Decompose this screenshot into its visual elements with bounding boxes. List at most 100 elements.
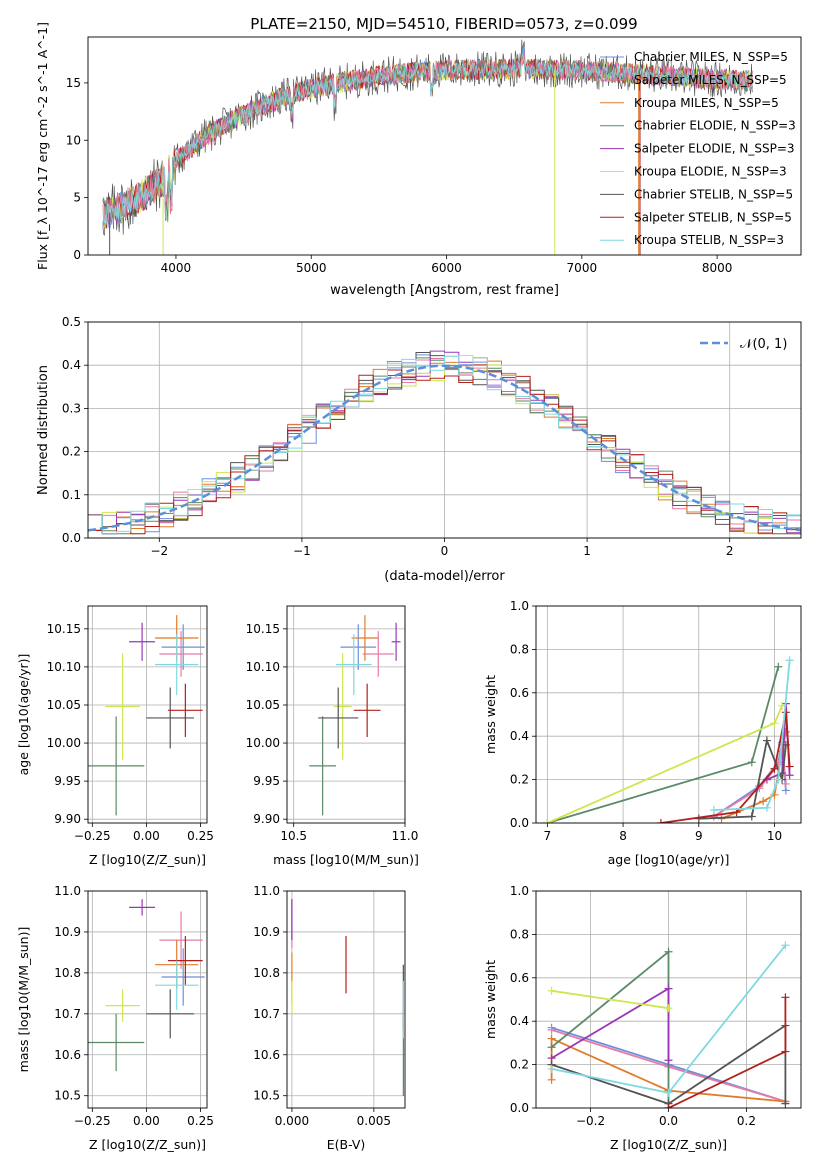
weight-marker [762, 803, 771, 812]
y-tick-label: 0.0 [510, 1101, 529, 1115]
y-tick-label: 15 [66, 76, 81, 90]
mass_vs_Z-panel: −0.25 0.00 0.25 10.5 10.6 10.7 10.8 10.9 11.0 Z [… [16, 884, 214, 1152]
y-tick-label: 10.9 [253, 925, 280, 939]
weight-marker [664, 1056, 673, 1065]
y-tick-label: 10.00 [246, 736, 280, 750]
weight-lines [547, 941, 790, 1108]
weight-marker [762, 736, 771, 745]
y-tick-label: 11.0 [253, 884, 280, 898]
y-axis-label: age [log10(age/yr)] [16, 654, 31, 776]
y-tick-label: 11.0 [54, 884, 81, 898]
normal-curve [88, 364, 801, 532]
x-tick-label: 5000 [296, 261, 327, 275]
y-tick-label: 10.15 [47, 622, 81, 636]
y-tick-label: 0.2 [510, 1058, 529, 1072]
weight-marker [747, 812, 756, 821]
weight-marker [664, 947, 673, 956]
x-tick-label: 0 [441, 544, 449, 558]
x-tick-label: 0.00 [133, 1114, 160, 1128]
weight-line [547, 666, 780, 823]
axes-frame [87, 890, 208, 1109]
histogram-step [88, 355, 801, 535]
y-tick-label: 10.5 [54, 1089, 81, 1103]
x-tick-label: −0.2 [576, 1114, 605, 1128]
mass_vs_EBV-panel: 0.000 0.005 10.5 10.6 10.7 10.8 10.9 11.0 E(B-V) [253, 884, 406, 1152]
weight-marker [664, 1104, 673, 1108]
y-tick-label: 0.3 [62, 401, 81, 415]
y-tick-label: 9.95 [253, 774, 280, 788]
errorbars [88, 899, 205, 1072]
x-tick-label: 0.000 [275, 1114, 309, 1128]
x-tick-label: −0.25 [74, 829, 111, 843]
weight-marker [709, 805, 718, 814]
y-tick-label: 0.8 [510, 927, 529, 941]
spectrum-panel: 4000 5000 6000 7000 8000 0 5 10 15 wavelength [An… [35, 22, 802, 298]
y-tick-label: 10.8 [54, 966, 81, 980]
axes-frame [535, 605, 802, 824]
weight-marker [770, 719, 779, 728]
massweight_vs_age-panel: 7 8 9 10 0.0 0.2 0.4 0.6 0.8 1.0 age [log10(age/yr… [483, 599, 802, 867]
weight-marker [774, 662, 783, 671]
x-tick-label: 0.25 [187, 829, 214, 843]
axes-frame [535, 890, 802, 1109]
weight-marker [785, 656, 794, 665]
legend-label: Salpeter STELIB, N_SSP=5 [634, 210, 792, 224]
weight-marker [547, 1025, 556, 1034]
weight-marker [547, 1075, 556, 1084]
y-tick-label: 10.8 [253, 966, 280, 980]
weight-marker [759, 797, 768, 806]
weight-line [551, 989, 669, 1010]
x-tick-label: 0.0 [659, 1114, 678, 1128]
legend-label: Kroupa ELODIE, N_SSP=3 [634, 165, 787, 179]
weight-marker [664, 984, 673, 993]
weight-marker [656, 819, 665, 823]
spectrum-lines [102, 39, 753, 255]
y-tick-label: 10.9 [54, 925, 81, 939]
age_vs_mass-panel: 10.5 11.0 9.90 9.95 10.00 10.05 10.10 10.15 mass… [246, 605, 419, 867]
y-axis-label: mass [log10(M/M_sun)] [16, 927, 31, 1073]
legend-label: Chabrier STELIB, N_SSP=5 [634, 187, 793, 201]
x-tick-label: 10 [767, 829, 782, 843]
x-axis-label: Z [log10(Z/Z_sun)] [89, 1137, 206, 1152]
y-tick-label: 0.4 [510, 729, 529, 743]
y-tick-label: 10.6 [54, 1048, 81, 1062]
y-tick-label: 5 [73, 191, 81, 205]
x-tick-label: 6000 [431, 261, 462, 275]
weight-marker [664, 1004, 673, 1013]
y-tick-label: 1.0 [510, 599, 529, 613]
weight-marker [781, 1047, 790, 1056]
x-axis-label: (data-model)/error [384, 569, 505, 584]
weight-marker [747, 758, 756, 767]
legend-label: Chabrier MILES, N_SSP=5 [634, 50, 788, 64]
massweight_vs_Z-panel: −0.2 0.0 0.2 0.0 0.2 0.4 0.6 0.8 1.0 Z [log10(Z/Z… [483, 884, 802, 1152]
figure-title: PLATE=2150, MJD=54510, FIBERID=0573, z=0… [250, 15, 637, 33]
weight-marker [781, 993, 790, 1002]
y-tick-label: 0.2 [510, 773, 529, 787]
y-tick-label: 0.1 [62, 488, 81, 502]
x-axis-label: mass [log10(M/M_sun)] [273, 852, 419, 867]
y-tick-label: 9.90 [253, 812, 280, 826]
y-tick-label: 0.5 [62, 315, 81, 329]
weight-marker [547, 1064, 556, 1073]
y-tick-label: 10.6 [253, 1048, 280, 1062]
y-tick-label: 9.90 [54, 812, 81, 826]
y-tick-label: 10.05 [47, 698, 81, 712]
weight-line [713, 660, 791, 811]
weight-marker [543, 819, 552, 823]
legend-label: 𝒩(0, 1) [740, 337, 787, 352]
x-tick-label: 0.2 [737, 1114, 756, 1128]
weight-marker [781, 779, 790, 788]
axes-frame [286, 605, 406, 824]
axes-frame [87, 605, 208, 824]
weight-line [713, 744, 787, 818]
weight-marker [774, 775, 783, 784]
x-tick-label: 0.00 [133, 829, 160, 843]
histogram-lines [88, 350, 801, 535]
x-tick-label: 7 [544, 829, 552, 843]
y-axis-label: Flux [f_λ 10^-17 erg cm^-2 s^-1 A^-1] [35, 22, 50, 270]
x-tick-label: 7000 [567, 261, 598, 275]
legend-label: Salpeter MILES, N_SSP=5 [634, 73, 787, 87]
x-tick-label: 4000 [161, 261, 192, 275]
axes-frame [286, 890, 406, 1109]
